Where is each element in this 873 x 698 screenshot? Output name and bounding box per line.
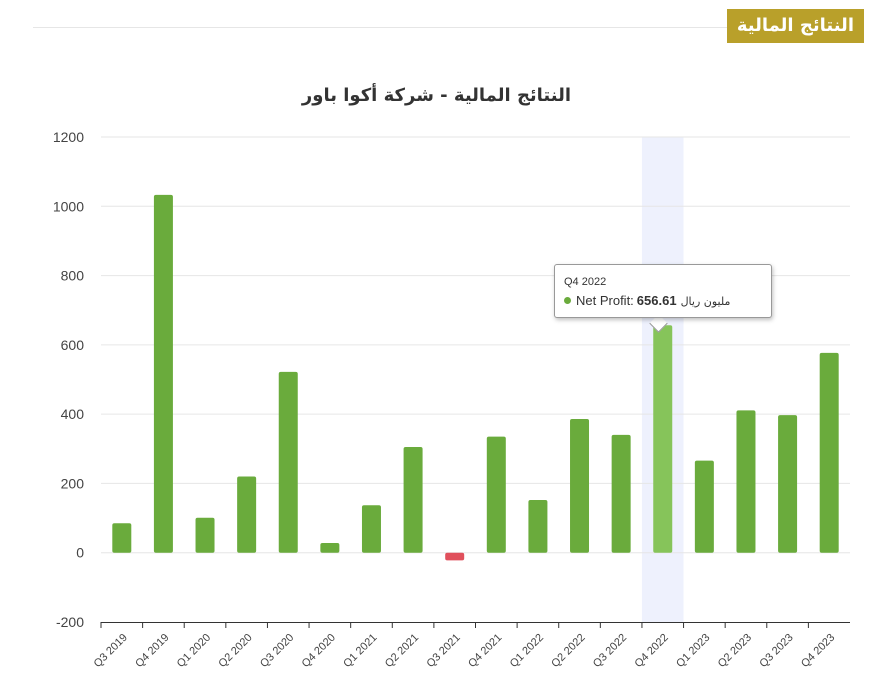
bar [486, 436, 506, 553]
bar [112, 523, 132, 553]
tooltip-title: Q4 2022 [564, 276, 607, 288]
tooltip-value: 656.61 [636, 293, 677, 308]
bar [153, 194, 173, 553]
bar [361, 505, 381, 553]
tooltip-row: Net Profit: 656.61 مليون ريال [564, 293, 730, 308]
x-tick-label: Q2 2022 [549, 632, 587, 670]
x-tick-label: Q4 2023 [799, 632, 837, 670]
tooltip-unit: مليون ريال [680, 295, 731, 308]
x-tick-label: Q2 2021 [383, 632, 421, 670]
x-tick-label: Q1 2022 [508, 632, 546, 670]
bar [653, 325, 673, 553]
series-dot-icon [564, 297, 571, 304]
y-tick-label: 0 [76, 545, 84, 561]
y-tick-label: 400 [61, 406, 85, 422]
x-tick-label: Q4 2021 [466, 632, 504, 670]
x-tick-label: Q2 2020 [216, 632, 254, 670]
bar [403, 447, 423, 553]
x-tick-label: Q4 2019 [133, 632, 171, 670]
x-tick-label: Q4 2022 [633, 632, 671, 670]
x-tick-label: Q1 2023 [674, 632, 712, 670]
x-tick-label: Q3 2022 [591, 632, 629, 670]
bar [445, 552, 465, 561]
x-tick-label: Q4 2020 [300, 632, 338, 670]
tooltip-series-label: Net Profit: [576, 293, 634, 308]
tooltip: Q4 2022 Net Profit: 656.61 مليون ريال [554, 264, 772, 318]
section-badge: النتائج المالية [726, 9, 864, 43]
y-tick-label: -200 [56, 614, 84, 630]
bar [736, 410, 756, 553]
bar [278, 371, 298, 553]
header-divider [33, 27, 833, 28]
x-tick-label: Q3 2023 [757, 632, 795, 670]
chart-title: النتائج المالية - شركة أكوا باور [301, 85, 572, 106]
x-tick-label: Q3 2021 [424, 632, 462, 670]
y-tick-label: 600 [61, 337, 85, 353]
x-tick-label: Q1 2021 [341, 632, 379, 670]
y-tick-label: 1000 [53, 198, 84, 214]
x-tick-label: Q2 2023 [716, 632, 754, 670]
bar [320, 543, 340, 553]
x-tick-label: Q3 2020 [258, 632, 296, 670]
y-tick-label: 800 [61, 268, 85, 284]
bar [694, 460, 714, 553]
bar [778, 415, 798, 553]
x-tick-label: Q3 2019 [92, 632, 130, 670]
bar [570, 418, 590, 553]
bar [528, 500, 548, 553]
y-tick-label: 200 [61, 475, 85, 491]
bar [611, 434, 631, 553]
x-tick-label: Q1 2020 [175, 632, 213, 670]
bar [237, 476, 257, 553]
y-tick-label: 1200 [53, 129, 84, 145]
bar [819, 352, 839, 553]
bar [195, 517, 215, 553]
